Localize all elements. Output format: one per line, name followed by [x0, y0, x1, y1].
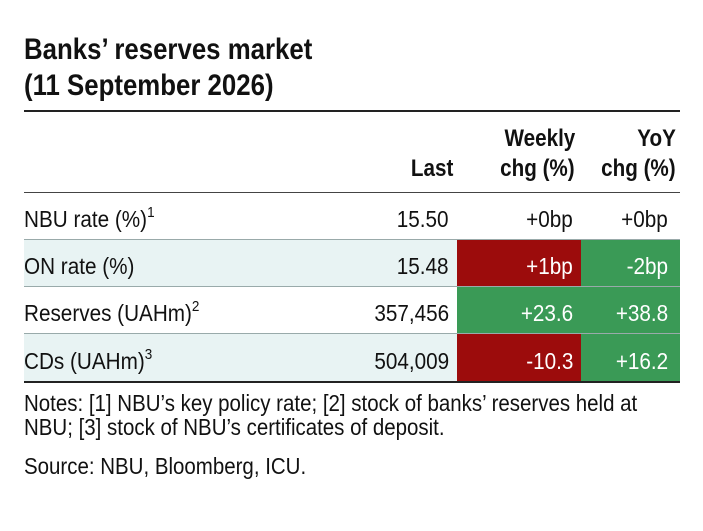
table-notes: Notes: [1] NBU’s key policy rate; [2] st…	[24, 389, 638, 440]
row-label: Reserves (UAHm)2	[24, 298, 200, 326]
footnote-marker: 1	[147, 204, 155, 221]
last-value: 504,009	[241, 333, 457, 381]
header-weekly-line2: chg (%)	[500, 155, 575, 182]
row-label: CDs (UAHm)3	[24, 333, 241, 381]
header-empty	[24, 112, 241, 193]
header-row: Last Weekly chg (%) YoY chg (%)	[24, 112, 680, 193]
table-row-on-rate: ON rate (%) 15.48 +1bp -2bp	[24, 239, 680, 287]
last-value: 15.48	[241, 239, 457, 287]
table-source: Source: NBU, Bloomberg, ICU.	[24, 452, 307, 479]
weekly-chg-value: -10.3	[457, 333, 581, 381]
bottom-rule	[24, 380, 680, 383]
header-weekly-chg: Weekly chg (%)	[457, 112, 581, 193]
title-line-1: Banks’ reserves market	[24, 33, 313, 66]
header-yoy-line2: chg (%)	[601, 155, 676, 182]
table-row-reserves: Reserves (UAHm)2 357,456 +23.6 +38.8	[24, 286, 680, 334]
reserves-table: Last Weekly chg (%) YoY chg (%) NBU rate…	[24, 112, 680, 381]
header-yoy-chg: YoY chg (%)	[581, 112, 680, 193]
row-label: ON rate (%)	[24, 239, 241, 287]
header-weekly-line1: Weekly	[504, 125, 575, 152]
yoy-chg-value: -2bp	[581, 239, 680, 287]
row-label: NBU rate (%)1	[24, 204, 155, 232]
footnote-marker: 3	[144, 345, 153, 363]
header-last: Last	[410, 155, 453, 182]
table-title: Banks’ reserves market (11 September 202…	[24, 32, 588, 104]
yoy-chg-value: +16.2	[581, 333, 680, 381]
reserves-market-table-card: Banks’ reserves market (11 September 202…	[24, 0, 680, 479]
last-value: 357,456	[374, 300, 449, 326]
table-row-nbu-rate: NBU rate (%)1 15.50 +0bp +0bp	[24, 193, 680, 240]
last-value: 15.50	[397, 206, 449, 232]
table-row-cds: CDs (UAHm)3 504,009 -10.3 +16.2	[24, 333, 680, 381]
top-rule	[24, 110, 680, 112]
footnote-marker: 2	[191, 298, 200, 315]
weekly-chg-value: +0bp	[526, 206, 573, 232]
title-line-2: (11 September 2026)	[24, 69, 274, 102]
weekly-chg-value: +23.6	[457, 286, 581, 334]
header-yoy-line1: YoY	[637, 125, 676, 152]
yoy-chg-value: +0bp	[621, 206, 668, 232]
yoy-chg-value: +38.8	[581, 286, 680, 334]
weekly-chg-value: +1bp	[457, 239, 581, 287]
